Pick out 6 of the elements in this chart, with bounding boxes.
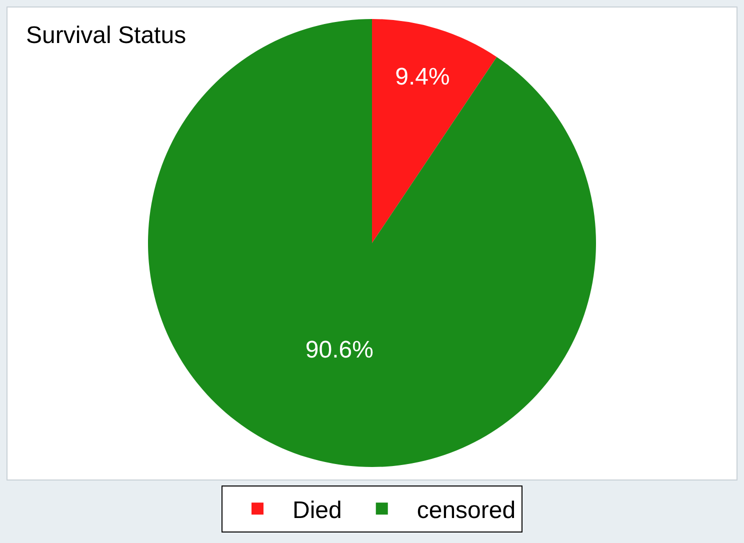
legend-label: censored [416, 496, 516, 524]
legend-label: Died [292, 496, 342, 524]
chart-title: Survival Status [26, 22, 186, 49]
data-label: 9.4% [395, 64, 450, 91]
data-label: 90.6% [305, 336, 374, 364]
pie-slice [372, 19, 497, 243]
